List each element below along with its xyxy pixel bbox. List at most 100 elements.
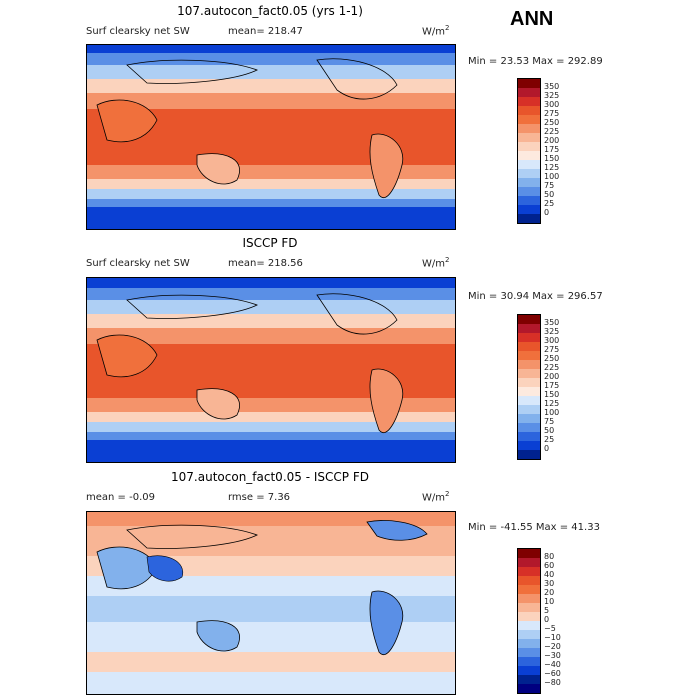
colorbar-tick-label: 0 (544, 208, 550, 217)
panel1-mean: mean= 218.47 (228, 26, 303, 37)
colorbar-tick-label: 300 (544, 100, 560, 109)
colorbar-tick-label: 300 (544, 336, 560, 345)
panel3-mean: mean = -0.09 (86, 492, 155, 503)
colorbar-tick-label: 0 (544, 444, 550, 453)
colorbar-swatch (518, 133, 540, 142)
colorbar-tick-label: −10 (544, 633, 561, 642)
colorbar-swatch (518, 639, 540, 648)
colorbar-tick-label: 100 (544, 172, 560, 181)
colorbar-swatch (518, 360, 540, 369)
colorbar-swatch (518, 378, 540, 387)
colorbar-swatch (518, 630, 540, 639)
colorbar-tick-label: 325 (544, 327, 560, 336)
colorbar-tick-label: −60 (544, 669, 561, 678)
panel2-mean: mean= 218.56 (228, 258, 303, 269)
colorbar-swatch (518, 684, 540, 693)
colorbar-swatch (518, 594, 540, 603)
colorbar-swatch (518, 333, 540, 342)
colorbar-tick-label: 40 (544, 570, 555, 579)
colorbar-swatch (518, 97, 540, 106)
colorbar-tick-label: −20 (544, 642, 561, 651)
panel2-colorbar (517, 314, 541, 460)
colorbar-swatch (518, 106, 540, 115)
colorbar-swatch (518, 169, 540, 178)
panel1-units: W/m2 (422, 24, 450, 38)
colorbar-swatch (518, 441, 540, 450)
colorbar-tick-label: 10 (544, 597, 555, 606)
colorbar-swatch (518, 666, 540, 675)
colorbar-swatch (518, 576, 540, 585)
colorbar-tick-label: 125 (544, 163, 560, 172)
panel3-units: W/m2 (422, 490, 450, 504)
panel2-minmax: Min = 30.94 Max = 296.57 (468, 291, 603, 302)
colorbar-tick-label: 225 (544, 363, 560, 372)
colorbar-tick-label: 250 (544, 118, 560, 127)
colorbar-tick-label: 150 (544, 154, 560, 163)
panel2-left-label: Surf clearsky net SW (86, 258, 190, 269)
panel2-units: W/m2 (422, 256, 450, 270)
colorbar-swatch (518, 657, 540, 666)
colorbar-swatch (518, 396, 540, 405)
panel3-map (86, 511, 456, 695)
colorbar-swatch (518, 675, 540, 684)
colorbar-tick-label: 20 (544, 588, 555, 597)
colorbar-swatch (518, 187, 540, 196)
panel3-colorbar (517, 548, 541, 694)
colorbar-swatch (518, 369, 540, 378)
colorbar-swatch (518, 405, 540, 414)
colorbar-tick-label: 175 (544, 145, 560, 154)
colorbar-tick-label: 250 (544, 354, 560, 363)
colorbar-swatch (518, 558, 540, 567)
colorbar-swatch (518, 124, 540, 133)
colorbar-swatch (518, 450, 540, 459)
colorbar-swatch (518, 567, 540, 576)
colorbar-tick-label: 200 (544, 372, 560, 381)
colorbar-tick-label: 350 (544, 318, 560, 327)
colorbar-swatch (518, 423, 540, 432)
colorbar-tick-label: 80 (544, 552, 555, 561)
colorbar-tick-label: 0 (544, 615, 550, 624)
panel2-map (86, 277, 456, 463)
colorbar-tick-label: 150 (544, 390, 560, 399)
colorbar-tick-label: 125 (544, 399, 560, 408)
panel3-minmax: Min = -41.55 Max = 41.33 (468, 522, 600, 533)
colorbar-swatch (518, 160, 540, 169)
colorbar-swatch (518, 432, 540, 441)
colorbar-swatch (518, 214, 540, 223)
colorbar-swatch (518, 196, 540, 205)
colorbar-swatch (518, 549, 540, 558)
colorbar-tick-label: 225 (544, 127, 560, 136)
colorbar-tick-label: 100 (544, 408, 560, 417)
colorbar-tick-label: 350 (544, 82, 560, 91)
colorbar-tick-label: 25 (544, 435, 555, 444)
colorbar-swatch (518, 205, 540, 214)
panel1-colorbar (517, 78, 541, 224)
colorbar-swatch (518, 79, 540, 88)
panel1-map (86, 44, 456, 230)
colorbar-tick-label: 30 (544, 579, 555, 588)
colorbar-swatch (518, 621, 540, 630)
panel3-rmse: rmse = 7.36 (228, 492, 291, 503)
colorbar-tick-label: −80 (544, 678, 561, 687)
colorbar-swatch (518, 151, 540, 160)
panel2-title: ISCCP FD (242, 236, 298, 250)
colorbar-swatch (518, 324, 540, 333)
colorbar-tick-label: −5 (544, 624, 556, 633)
colorbar-swatch (518, 612, 540, 621)
colorbar-swatch (518, 585, 540, 594)
colorbar-tick-label: −40 (544, 660, 561, 669)
colorbar-swatch (518, 648, 540, 657)
season-label: ANN (510, 8, 554, 30)
colorbar-tick-label: 325 (544, 91, 560, 100)
colorbar-swatch (518, 115, 540, 124)
colorbar-swatch (518, 142, 540, 151)
colorbar-tick-label: 75 (544, 417, 555, 426)
panel1-minmax: Min = 23.53 Max = 292.89 (468, 56, 603, 67)
colorbar-tick-label: 275 (544, 109, 560, 118)
colorbar-swatch (518, 414, 540, 423)
colorbar-swatch (518, 342, 540, 351)
colorbar-swatch (518, 603, 540, 612)
colorbar-swatch (518, 178, 540, 187)
colorbar-tick-label: 50 (544, 190, 555, 199)
colorbar-tick-label: 50 (544, 426, 555, 435)
